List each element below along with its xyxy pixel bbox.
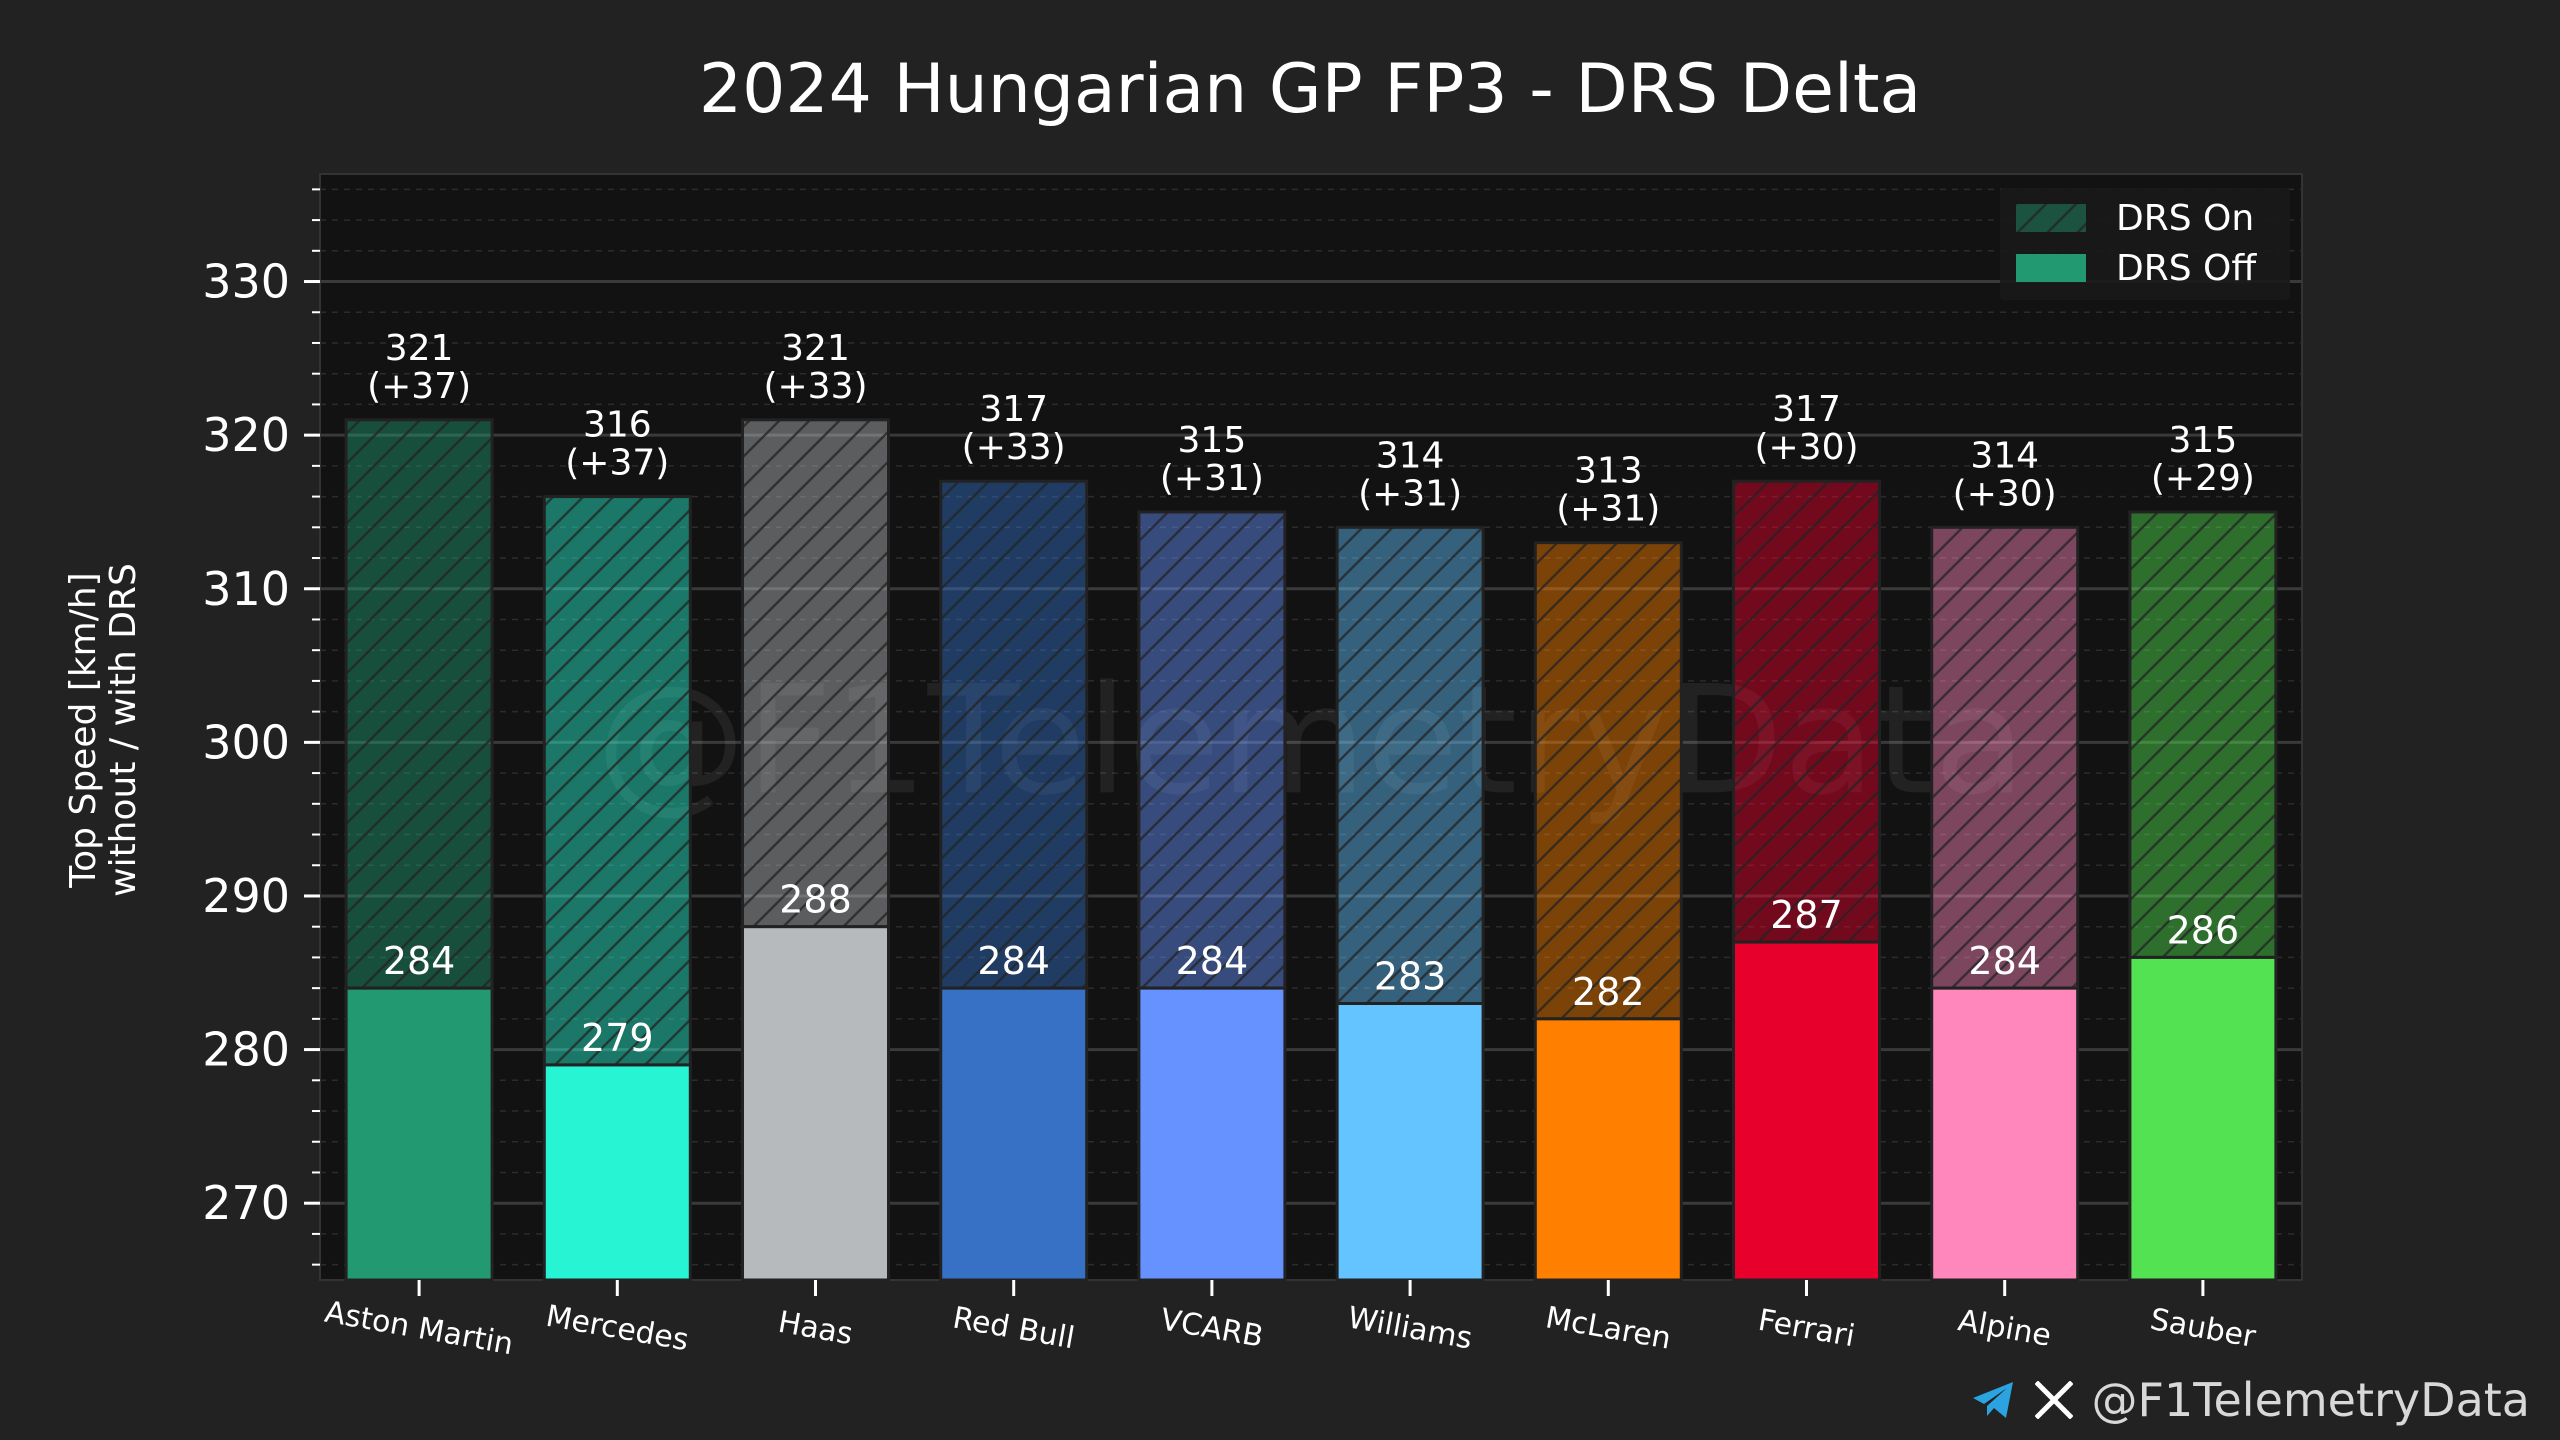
data-label-delta: (+31) <box>1556 489 1660 530</box>
legend-swatch-drs-on-hatch <box>2016 204 2086 232</box>
bar-drs-off <box>1533 1017 1683 1282</box>
data-label-delta: (+29) <box>2151 458 2255 499</box>
bar-drs-on-hatch <box>939 479 1089 990</box>
y-tick-label: 270 <box>202 1176 290 1230</box>
data-label-drs-off: 279 <box>581 1016 654 1060</box>
data-label-delta: (+30) <box>1953 473 2057 514</box>
bar-drs-on-hatch <box>1732 479 1881 944</box>
y-tick-label: 280 <box>202 1023 290 1077</box>
bar-drs-off <box>1930 986 2080 1282</box>
y-tick-label: 330 <box>202 255 290 309</box>
x-tick-label: Ferrari <box>1755 1303 1857 1354</box>
x-tick-label: Mercedes <box>543 1299 691 1358</box>
footer: @F1TelemetryData <box>1971 1370 2530 1430</box>
y-tick-label: 290 <box>202 869 290 923</box>
y-axis-label-line2: without / with DRS <box>103 563 144 897</box>
data-label-delta: (+31) <box>1160 458 1264 499</box>
bar-drs-on-hatch <box>2128 510 2278 959</box>
bar-drs-on-hatch <box>1335 525 1485 1005</box>
bar-drs-on-hatch <box>542 495 692 1067</box>
data-label-drs-off: 287 <box>1770 893 1843 937</box>
bar-drs-off <box>2128 955 2278 1282</box>
bar-drs-off <box>344 986 494 1282</box>
data-label-drs-off: 288 <box>779 878 852 922</box>
data-label-drs-off: 284 <box>977 939 1050 983</box>
x-tick-label: Haas <box>775 1305 855 1352</box>
x-tick-label: VCARB <box>1158 1302 1266 1354</box>
data-label-drs-on: 314 <box>1376 435 1445 476</box>
data-label-drs-off: 284 <box>1968 939 2041 983</box>
data-label-drs-on: 313 <box>1574 451 1643 492</box>
bars: 284321(+37)279316(+37)288321(+33)284317(… <box>344 328 2278 1282</box>
footer-handle: @F1TelemetryData <box>2091 1373 2530 1427</box>
x-icon[interactable] <box>2035 1381 2074 1419</box>
bar-drs-off <box>939 986 1089 1282</box>
data-label-delta: (+37) <box>367 366 471 407</box>
legend-label-drs-off: DRS Off <box>2116 248 2257 289</box>
data-label-drs-off: 283 <box>1374 955 1447 999</box>
data-label-delta: (+31) <box>1358 473 1462 514</box>
bar-drs-off <box>1335 1002 1485 1282</box>
data-label-drs-on: 317 <box>1772 389 1841 430</box>
data-label-drs-on: 321 <box>385 328 454 369</box>
data-label-delta: (+33) <box>763 366 867 407</box>
legend-label-drs-on: DRS On <box>2116 198 2254 239</box>
bar-drs-on-hatch <box>344 418 494 990</box>
bar-drs-on-hatch <box>1533 541 1683 1021</box>
y-axis: 270 280 290 300 310 320 330 <box>202 188 320 1266</box>
x-axis: Aston Martin Mercedes Haas Red Bull VCARB Wil… <box>322 1280 2259 1362</box>
data-label-drs-on: 315 <box>1178 420 1247 461</box>
y-tick-label: 300 <box>202 715 290 769</box>
legend-swatch-drs-off <box>2016 254 2086 282</box>
data-label-drs-on: 317 <box>979 389 1048 430</box>
x-tick-label: Sauber <box>2147 1302 2258 1355</box>
data-label-drs-on: 316 <box>583 405 652 446</box>
bar-drs-on-hatch <box>1137 510 1287 990</box>
bar-drs-off <box>1137 986 1287 1282</box>
y-tick-label: 320 <box>202 408 290 462</box>
y-axis-label: Top Speed [km/h] without / with DRS <box>63 563 144 897</box>
data-label-delta: (+33) <box>962 427 1066 468</box>
data-label-drs-on: 321 <box>781 328 850 369</box>
bar-drs-off <box>1732 940 1881 1282</box>
bar-drs-off <box>542 1063 692 1282</box>
legend: DRS On DRS Off <box>2000 188 2290 300</box>
chart-title: 2024 Hungarian GP FP3 - DRS Delta <box>699 50 1921 129</box>
data-label-drs-off: 286 <box>2167 908 2240 952</box>
x-tick-label: Alpine <box>1955 1303 2053 1354</box>
bar-drs-on-hatch <box>1930 525 2080 990</box>
y-tick-label: 310 <box>202 562 290 616</box>
data-label-drs-off: 284 <box>383 939 456 983</box>
x-tick-label: Red Bull <box>950 1301 1077 1357</box>
bar-drs-on-hatch <box>741 418 890 929</box>
data-label-drs-on: 315 <box>2169 420 2238 461</box>
y-axis-label-line1: Top Speed [km/h] <box>63 572 104 888</box>
x-tick-label: Williams <box>1345 1300 1475 1356</box>
x-tick-label: McLaren <box>1543 1300 1674 1356</box>
data-label-drs-off: 282 <box>1572 970 1645 1014</box>
bar-drs-off <box>741 925 890 1282</box>
telegram-icon[interactable] <box>1971 1380 2017 1420</box>
data-label-delta: (+30) <box>1754 427 1858 468</box>
data-label-drs-on: 314 <box>1970 435 2039 476</box>
x-tick-label: Aston Martin <box>322 1295 516 1363</box>
data-label-drs-off: 284 <box>1176 939 1249 983</box>
data-label-delta: (+37) <box>565 443 669 484</box>
